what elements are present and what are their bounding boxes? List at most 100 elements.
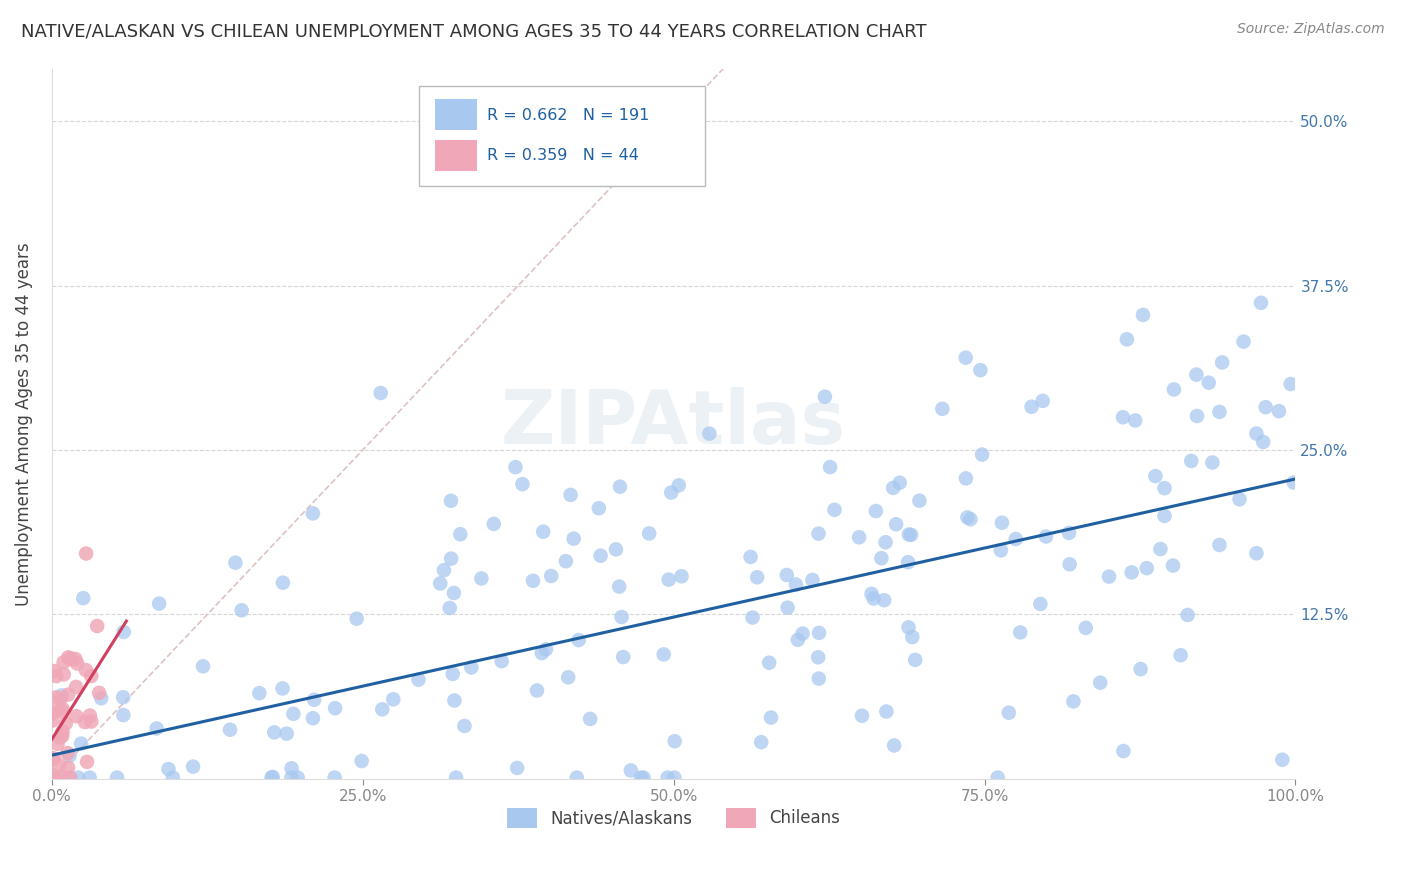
Point [1004,532,1026,546]
Point [1029,597,1052,611]
Point [897,555,920,569]
Point [588,501,610,516]
Point [1208,538,1230,552]
Point [1177,607,1199,622]
Point [65,652,87,666]
Point [807,526,830,541]
Point [323,701,346,715]
Point [579,712,602,726]
Point [41,751,63,765]
Point [612,650,634,665]
Text: NATIVE/ALASKAN VS CHILEAN UNEMPLOYMENT AMONG AGES 35 TO 44 YEARS CORRELATION CHA: NATIVE/ALASKAN VS CHILEAN UNEMPLOYMENT A… [21,22,927,40]
Point [897,527,920,541]
Point [814,390,837,404]
Point [460,660,482,674]
Point [440,551,463,566]
Point [1123,413,1146,427]
Point [80,669,103,683]
Point [48,758,70,772]
Point [46,737,69,751]
Point [42,751,65,765]
Point [741,610,763,624]
Point [1035,529,1057,543]
Point [1149,542,1171,557]
Point [441,667,464,681]
Point [865,504,887,518]
Point [956,510,979,524]
Point [49,691,72,706]
Point [620,764,643,778]
Point [807,672,830,686]
Point [522,574,544,588]
Point [609,480,631,494]
Point [657,771,679,785]
Point [51,724,73,739]
Point [786,632,808,647]
Point [904,653,927,667]
Point [1163,383,1185,397]
Point [652,648,675,662]
Point [276,726,298,740]
Point [884,517,907,532]
Point [470,571,492,585]
Point [41,706,63,721]
Point [875,705,897,719]
Point [72,591,94,606]
Point [52,667,75,681]
Point [530,646,553,660]
Point [1279,377,1302,392]
Point [45,771,67,785]
Point [262,770,284,784]
Point [1180,454,1202,468]
Point [371,702,394,716]
Point [531,524,554,539]
Point [157,762,180,776]
Point [1161,558,1184,573]
Point [749,735,772,749]
Point [58,650,80,665]
Point [52,771,75,785]
Point [280,761,302,775]
Point [491,654,513,668]
Point [51,689,73,703]
Point [219,723,242,737]
Point [875,535,897,549]
Point [80,714,103,729]
Point [51,702,73,716]
Point [870,551,893,566]
Point [1208,405,1230,419]
Point [1254,400,1277,414]
Point [1136,561,1159,575]
Point [562,532,585,546]
Point [112,690,135,705]
Point [1153,481,1175,495]
Point [630,771,652,785]
Point [785,577,807,591]
Point [302,692,325,706]
Point [987,771,1010,785]
Point [1074,621,1097,635]
Point [506,761,529,775]
Point [439,601,461,615]
Point [848,530,870,544]
Point [668,478,690,492]
Point [1185,368,1208,382]
Point [1211,355,1233,369]
Point [79,771,101,785]
Point [955,351,977,365]
Point [900,528,922,542]
Point [247,686,270,700]
Point [302,507,325,521]
Point [162,771,184,785]
Point [346,612,368,626]
Point [323,771,346,785]
Point [955,471,977,485]
Point [73,714,96,729]
Point [1268,404,1291,418]
Point [607,580,630,594]
Point [659,485,682,500]
Point [86,619,108,633]
Point [56,688,79,702]
Point [792,626,814,640]
Point [49,731,72,745]
